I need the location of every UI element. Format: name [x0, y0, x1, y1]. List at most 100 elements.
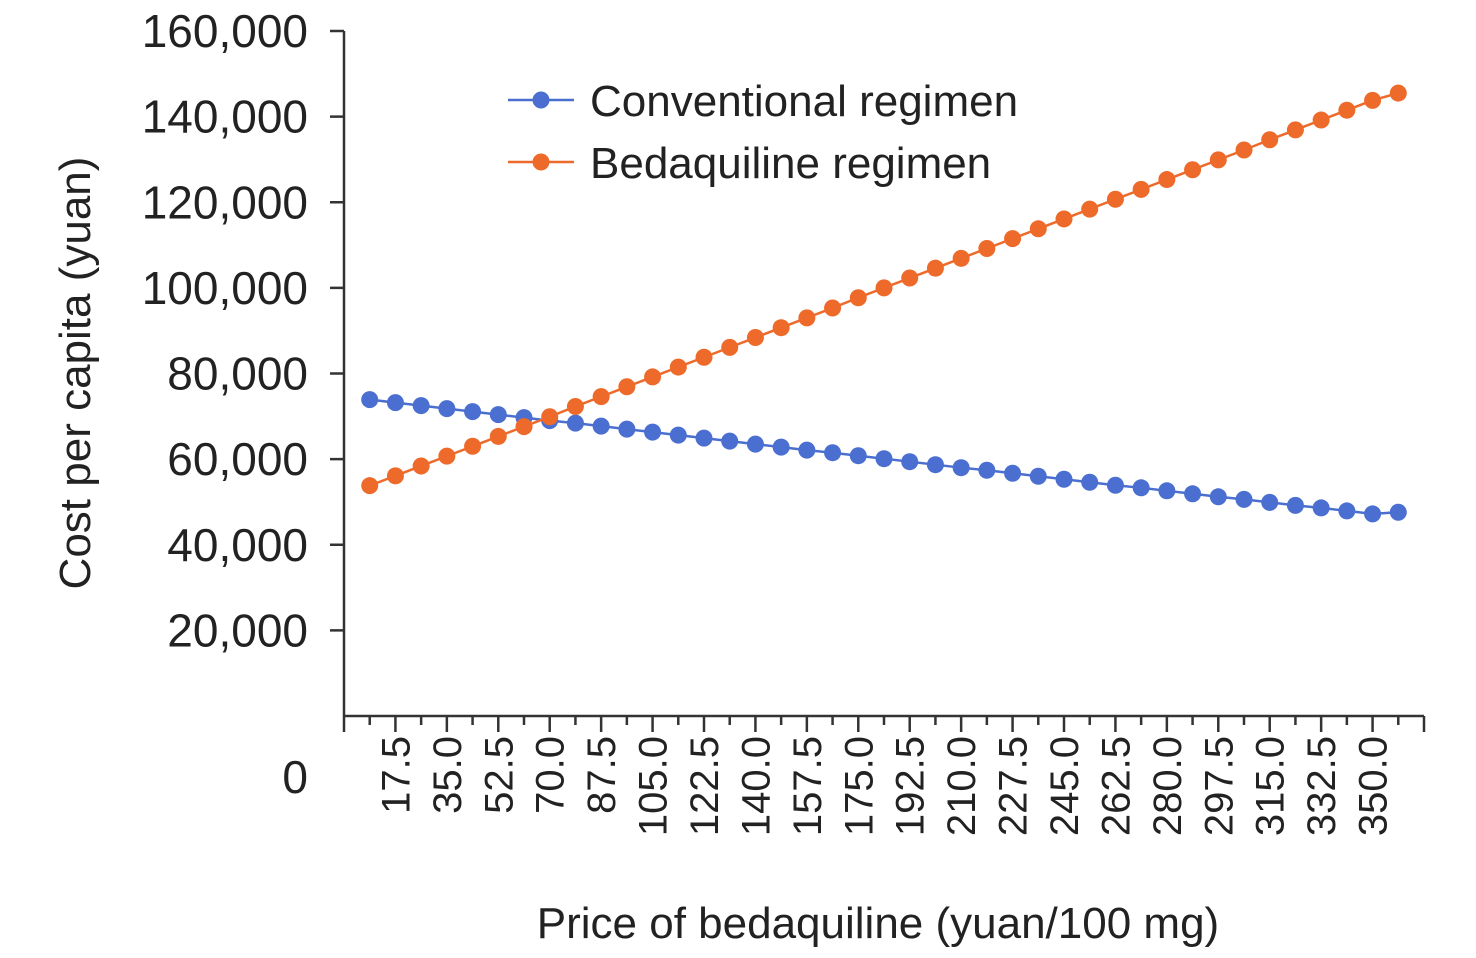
- data-point: [1312, 499, 1330, 517]
- x-tick-label: 175.0: [837, 736, 881, 836]
- data-point: [695, 429, 713, 447]
- data-point: [849, 289, 867, 307]
- data-point: [746, 329, 764, 347]
- data-point: [952, 459, 970, 477]
- x-tick-label: 35.0: [426, 736, 470, 814]
- data-point: [1184, 161, 1202, 179]
- data-point: [849, 447, 867, 465]
- data-point: [412, 397, 430, 415]
- data-point: [412, 457, 430, 475]
- data-point: [1235, 490, 1253, 508]
- data-point: [901, 269, 919, 287]
- y-axis: 0 20,000 40,000 60,000 80,000 100,000 120,000 1…: [142, 5, 346, 803]
- x-tick-label: 245.0: [1043, 736, 1087, 836]
- data-point: [1055, 470, 1073, 488]
- data-point: [1132, 479, 1150, 497]
- x-tick-label: 157.5: [786, 736, 830, 836]
- data-point: [618, 420, 636, 438]
- y-tick-label: 100,000: [142, 262, 308, 314]
- data-point: [901, 453, 919, 471]
- data-point: [824, 444, 842, 462]
- legend-item: Bedaquiline regimen: [508, 139, 991, 188]
- data-point: [1389, 84, 1407, 102]
- data-point: [1261, 493, 1279, 511]
- y-tick-label: 120,000: [142, 176, 308, 228]
- data-point: [824, 299, 842, 317]
- data-point: [386, 394, 404, 412]
- data-point: [1286, 496, 1304, 514]
- x-tick-label: 315.0: [1249, 736, 1293, 836]
- legend-label: Bedaquiline regimen: [590, 139, 991, 188]
- data-point: [541, 408, 559, 426]
- data-point: [1106, 476, 1124, 494]
- x-tick-label: 105.0: [632, 736, 676, 836]
- data-point: [386, 467, 404, 485]
- data-point: [464, 437, 482, 455]
- data-point: [361, 391, 379, 409]
- data-point: [1286, 121, 1304, 139]
- data-point: [798, 441, 816, 459]
- data-point: [926, 456, 944, 474]
- data-point: [926, 259, 944, 277]
- x-tick-label: 332.5: [1300, 736, 1344, 836]
- x-tick-label: 52.5: [477, 736, 521, 814]
- data-point: [1209, 151, 1227, 169]
- y-tick-label: 160,000: [142, 5, 308, 57]
- data-point: [1312, 111, 1330, 129]
- x-tick-label: 192.5: [889, 736, 933, 836]
- data-point: [464, 403, 482, 421]
- data-point: [772, 319, 790, 337]
- data-point: [644, 423, 662, 441]
- x-tick-label: 70.0: [529, 736, 573, 814]
- data-point: [1029, 220, 1047, 238]
- data-point: [695, 348, 713, 366]
- y-tick-label: 0: [282, 751, 308, 803]
- data-point: [1364, 505, 1382, 523]
- data-point: [721, 338, 739, 356]
- series-bedaquiline: [361, 84, 1407, 495]
- data-point: [978, 239, 996, 257]
- data-point: [1184, 485, 1202, 503]
- data-point: [644, 368, 662, 386]
- y-axis-title: Cost per capita (yuan): [51, 157, 100, 590]
- x-tick-label: 297.5: [1197, 736, 1241, 836]
- data-point: [592, 417, 610, 435]
- data-point: [438, 400, 456, 418]
- legend: Conventional regimen Bedaquiline regimen: [508, 77, 1018, 188]
- y-tick-label: 60,000: [167, 433, 308, 485]
- x-tick-label: 210.0: [940, 736, 984, 836]
- data-point: [1261, 131, 1279, 149]
- data-point: [361, 477, 379, 495]
- data-point: [772, 438, 790, 456]
- x-tick-label: 122.5: [683, 736, 727, 836]
- legend-item: Conventional regimen: [508, 77, 1018, 126]
- data-point: [875, 279, 893, 297]
- data-point: [669, 358, 687, 376]
- x-axis: 17.5 35.0 52.5 70.0 87.5 105.0 122.5 140.0 157.5…: [342, 714, 1426, 836]
- y-tick-label: 80,000: [167, 348, 308, 400]
- data-point: [1158, 482, 1176, 500]
- data-point: [489, 406, 507, 424]
- data-point: [1209, 488, 1227, 506]
- data-point: [566, 397, 584, 415]
- x-axis-title: Price of bedaquiline (yuan/100 mg): [537, 899, 1219, 948]
- x-tick-label: 350.0: [1352, 736, 1396, 836]
- data-point: [721, 432, 739, 450]
- y-tick-label: 140,000: [142, 91, 308, 143]
- data-point: [1004, 464, 1022, 482]
- data-point: [746, 435, 764, 453]
- data-point: [1338, 101, 1356, 119]
- data-point: [592, 388, 610, 406]
- data-point: [1158, 171, 1176, 189]
- series-layer: [361, 84, 1407, 523]
- data-point: [1132, 180, 1150, 198]
- data-point: [875, 450, 893, 468]
- legend-marker: [532, 153, 550, 171]
- x-tick-label: 280.0: [1146, 736, 1190, 836]
- legend-marker: [532, 91, 550, 109]
- x-tick-label: 140.0: [734, 736, 778, 836]
- data-point: [515, 418, 533, 436]
- data-point: [1389, 503, 1407, 521]
- data-point: [1235, 141, 1253, 159]
